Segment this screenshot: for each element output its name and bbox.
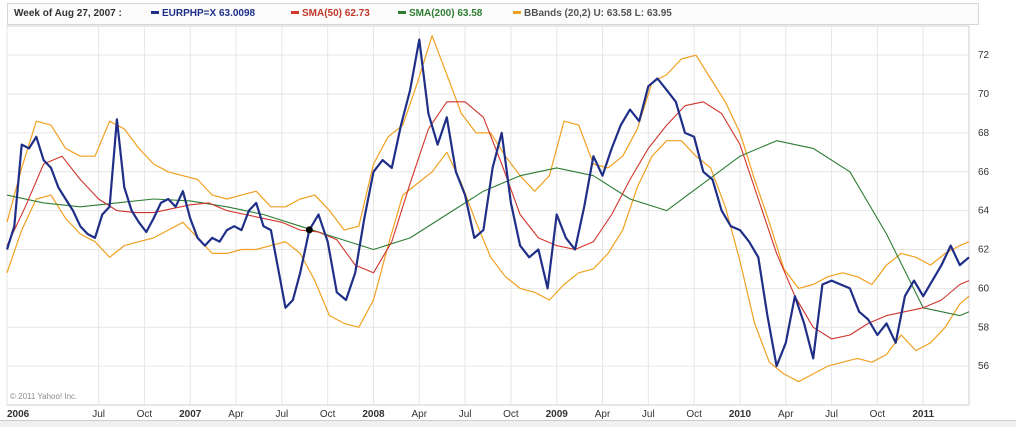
x-tick-label: 2011 xyxy=(912,409,934,420)
legend-swatch-sma200 xyxy=(398,10,406,14)
legend-label-price: EURPHP=X 63.0098 xyxy=(162,8,256,19)
x-axis: 2006 Jul Oct 2007 Apr Jul Oct 2008 Apr Jul Oct 2009… xyxy=(7,409,934,420)
x-tick-label: 2006 xyxy=(7,409,30,420)
x-tick-label: Apr xyxy=(778,409,794,420)
legend-item-sma200: SMA(200) 63.58 xyxy=(398,4,482,24)
y-tick-label: 66 xyxy=(978,167,990,178)
x-tick-label: Jul xyxy=(825,409,838,420)
x-tick-label: Apr xyxy=(412,409,428,420)
legend-item-sma50: SMA(50) 62.73 xyxy=(291,4,370,24)
x-tick-label: Apr xyxy=(228,409,244,420)
x-tick-label: Oct xyxy=(503,409,519,420)
y-tick-label: 72 xyxy=(978,50,990,61)
plot-frame xyxy=(6,25,970,406)
highlight-point xyxy=(305,226,313,234)
x-tick-label: Jul xyxy=(459,409,472,420)
bottom-strip xyxy=(0,420,1016,427)
legend-label-bbands: BBands (20,2) U: 63.58 L: 63.95 xyxy=(524,8,672,19)
legend-swatch-sma50 xyxy=(291,10,299,14)
y-axis: 56 58 60 62 64 66 68 70 72 xyxy=(978,50,990,372)
x-tick-label: Oct xyxy=(137,409,153,420)
x-tick-label: Oct xyxy=(870,409,886,420)
x-tick-label: Jul xyxy=(275,409,288,420)
legend-swatch-price xyxy=(151,10,159,14)
y-tick-label: 56 xyxy=(978,361,990,372)
legend: Week of Aug 27, 2007 : EURPHP=X 63.0098 … xyxy=(7,3,979,25)
y-tick-label: 68 xyxy=(978,128,990,139)
x-tick-label: 2008 xyxy=(362,409,385,420)
y-tick-label: 62 xyxy=(978,245,990,256)
legend-swatch-bbands xyxy=(513,10,521,14)
legend-item-price: EURPHP=X 63.0098 xyxy=(151,4,255,24)
y-tick-label: 60 xyxy=(978,283,990,294)
legend-item-bbands: BBands (20,2) U: 63.58 L: 63.95 xyxy=(513,4,672,24)
x-tick-label: Oct xyxy=(320,409,336,420)
x-tick-label: 2010 xyxy=(729,409,752,420)
x-tick-label: Oct xyxy=(686,409,702,420)
y-tick-label: 64 xyxy=(978,206,990,217)
marker-layer xyxy=(305,226,313,234)
x-tick-label: Jul xyxy=(92,409,105,420)
series-line-eurphp-x xyxy=(5,38,970,368)
series-layer xyxy=(5,35,970,383)
grid xyxy=(6,25,970,406)
x-tick-label: 2009 xyxy=(546,409,569,420)
x-tick-label: Apr xyxy=(595,409,611,420)
legend-label-sma50: SMA(50) 62.73 xyxy=(302,8,370,19)
legend-week-label: Week of Aug 27, 2007 : xyxy=(14,8,122,19)
legend-label-sma200: SMA(200) 63.58 xyxy=(409,8,483,19)
copyright-text: © 2011 Yahoo! Inc. xyxy=(10,392,78,401)
series-line-sma-200- xyxy=(6,140,970,317)
x-tick-label: Jul xyxy=(642,409,655,420)
series-line-bbands-lower xyxy=(6,140,970,383)
series-line-bbands-upper xyxy=(6,35,970,289)
y-tick-label: 58 xyxy=(978,322,990,333)
y-tick-label: 70 xyxy=(978,89,990,100)
x-tick-label: 2007 xyxy=(179,409,202,420)
